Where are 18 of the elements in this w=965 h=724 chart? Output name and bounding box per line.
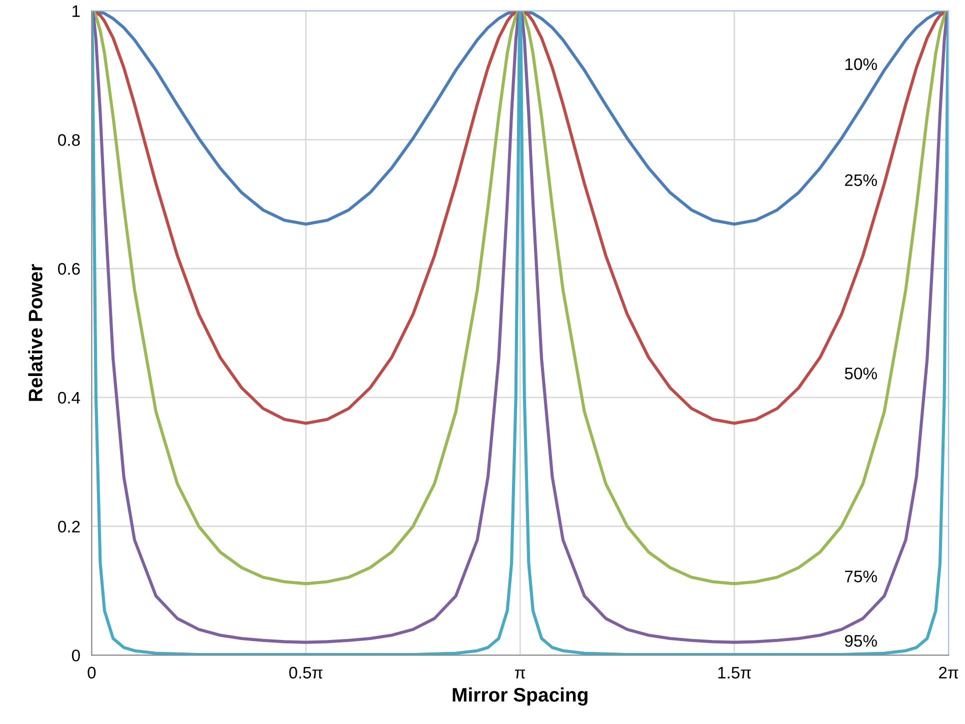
y-tick-label: 0.2 (58, 520, 80, 533)
series-label: 95% (844, 635, 877, 647)
y-tick-label: 0.6 (58, 263, 80, 275)
y-axis-title: Relative Power (28, 264, 42, 401)
series-label: 10% (845, 58, 877, 70)
series-label: 50% (844, 368, 877, 380)
x-tick-label: 1.5π (718, 666, 751, 679)
y-tick-label: 1 (72, 5, 80, 17)
x-tick-label: 2π (939, 666, 958, 679)
series-label: 75% (845, 570, 877, 582)
x-tick-label: 0 (88, 666, 96, 679)
x-tick-label: 0.5π (289, 666, 323, 679)
y-tick-label: 0.8 (58, 134, 80, 146)
x-tick-label: π (515, 670, 526, 679)
y-tick-label: 0.4 (58, 392, 80, 404)
series-label: 25% (845, 174, 877, 186)
x-axis-title: Mirror Spacing (452, 687, 588, 706)
y-tick-label: 0 (72, 650, 80, 662)
